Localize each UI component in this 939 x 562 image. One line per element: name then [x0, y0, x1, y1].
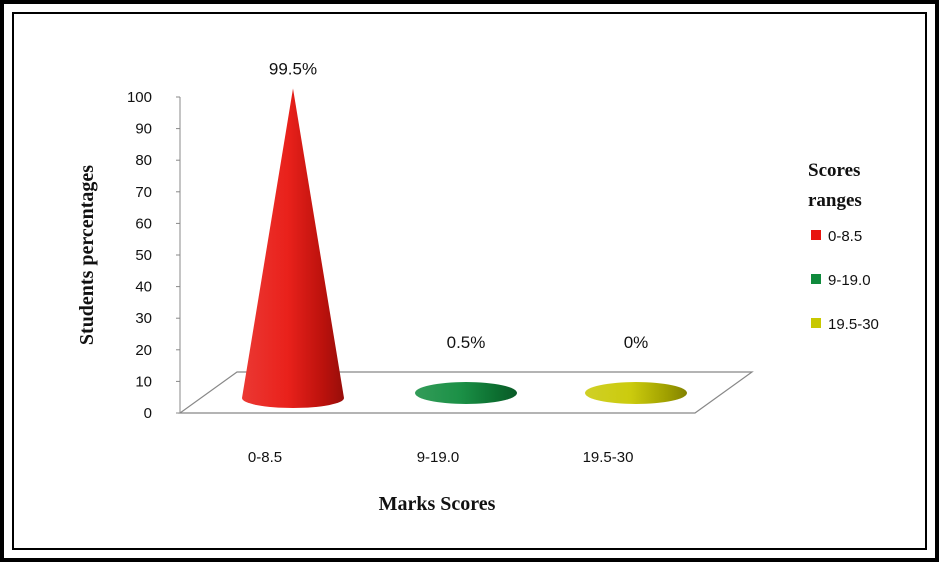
y-tick-label: 40 [135, 279, 152, 296]
y-tick-label: 90 [135, 121, 152, 138]
data-labels: 99.5% 0.5% 0% [269, 60, 648, 352]
y-tick-label: 60 [135, 215, 152, 232]
data-label: 99.5% [269, 60, 317, 79]
legend-entry-label: 19.5-30 [828, 316, 879, 333]
y-tick-label: 80 [135, 152, 152, 169]
legend: Scores ranges 0-8.5 9-19.0 19.5-30 [808, 160, 879, 333]
x-axis-title: Marks Scores [379, 493, 496, 515]
y-tick-label: 0 [144, 405, 152, 422]
cone-mark-flat [585, 382, 687, 404]
legend-swatch [811, 230, 821, 240]
y-tick-labels: 0 10 20 30 40 50 60 70 80 90 100 [127, 89, 180, 422]
y-tick-label: 100 [127, 89, 152, 106]
y-tick-label: 30 [135, 310, 152, 327]
legend-title-line-1: Scores [808, 160, 860, 181]
y-tick-label: 10 [135, 373, 152, 390]
data-label: 0.5% [447, 333, 486, 352]
cone-mark [242, 88, 344, 409]
legend-swatch [811, 274, 821, 284]
x-tick-label: 0-8.5 [248, 449, 282, 466]
data-label: 0% [624, 333, 649, 352]
legend-swatch [811, 318, 821, 328]
cone-mark-flat [415, 382, 517, 404]
y-tick-label: 50 [135, 247, 152, 264]
legend-title-line-2: ranges [808, 190, 862, 211]
y-tick-label: 20 [135, 342, 152, 359]
legend-entry-label: 0-8.5 [828, 228, 862, 245]
x-tick-label: 19.5-30 [583, 449, 634, 466]
y-axis-title: Students percentages [76, 165, 98, 345]
chart-marks [242, 88, 687, 409]
x-tick-labels: 0-8.5 9-19.0 19.5-30 [248, 449, 634, 466]
x-tick-label: 9-19.0 [417, 449, 460, 466]
legend-entry-label: 9-19.0 [828, 272, 871, 289]
y-tick-label: 70 [135, 184, 152, 201]
inner-border [12, 12, 927, 550]
